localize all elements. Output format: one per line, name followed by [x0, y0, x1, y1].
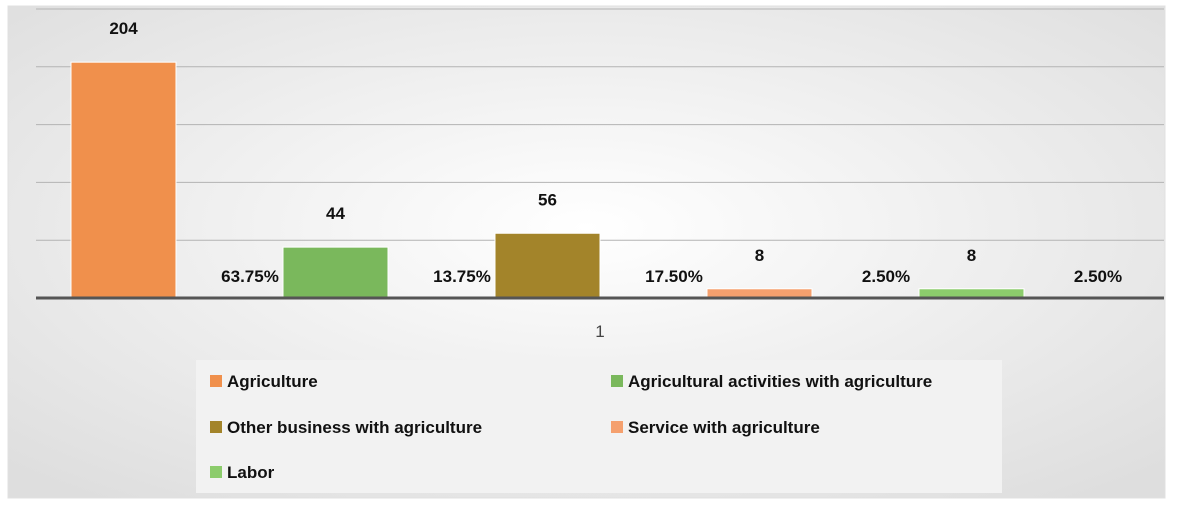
legend-box: [196, 360, 1002, 493]
data-label: 8: [967, 246, 976, 265]
bars: [70, 61, 1025, 299]
legend-swatch: [210, 375, 222, 387]
percent-label: 2.50%: [862, 267, 910, 286]
data-label: 56: [538, 190, 557, 209]
legend: Agriculture Agricultural activities with …: [196, 360, 1002, 493]
bar-1: [70, 61, 177, 299]
percent-label: 17.50%: [645, 267, 703, 286]
data-labels: 204 63.75% 44 13.75% 56 17.50% 8 2.50% 8 2.50%: [109, 19, 1122, 286]
percent-label: 2.50%: [1074, 267, 1122, 286]
gridlines: [36, 8, 1164, 241]
legend-label: Service with agriculture: [628, 418, 820, 437]
bar-3: [494, 232, 601, 299]
x-tick-label: 1: [595, 322, 604, 341]
legend-swatch: [210, 466, 222, 478]
data-label: 204: [109, 19, 138, 38]
data-label: 44: [326, 204, 345, 223]
legend-label: Agricultural activities with agriculture: [628, 372, 932, 391]
percent-label: 13.75%: [433, 267, 491, 286]
bar-2: [282, 246, 389, 299]
percent-label: 63.75%: [221, 267, 279, 286]
legend-label: Agriculture: [227, 372, 318, 391]
legend-swatch: [611, 421, 623, 433]
legend-swatch: [611, 375, 623, 387]
data-label: 8: [755, 246, 764, 265]
legend-label: Other business with agriculture: [227, 418, 482, 437]
x-axis: 1: [36, 296, 1164, 341]
legend-label: Labor: [227, 463, 275, 482]
legend-swatch: [210, 421, 222, 433]
